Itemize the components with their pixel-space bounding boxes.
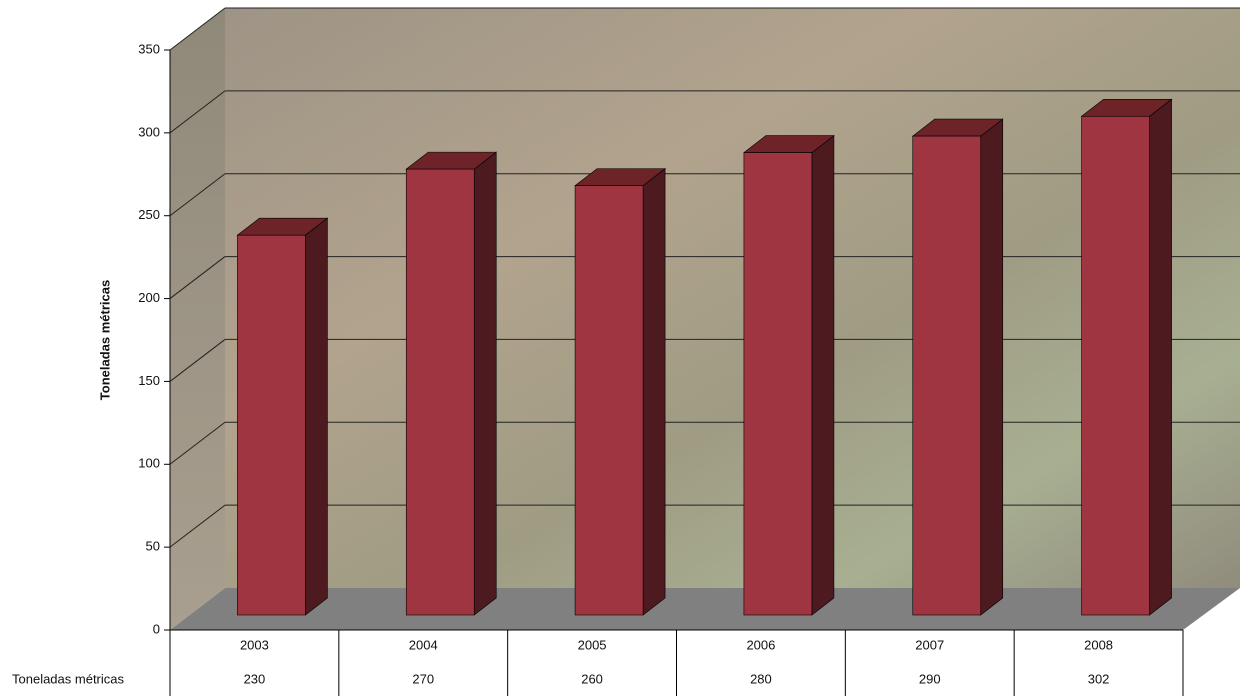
floor — [170, 588, 1240, 630]
bar — [405, 168, 475, 616]
y-tick-label: 100 — [138, 456, 160, 471]
grid-line — [169, 504, 226, 548]
grid-line — [169, 7, 226, 51]
bar — [237, 234, 306, 616]
y-tick-label: 200 — [138, 290, 160, 305]
bar — [574, 185, 644, 616]
y-tick-label: 350 — [138, 41, 160, 56]
table-value: 280 — [750, 671, 772, 686]
y-tick-label: 50 — [146, 539, 160, 554]
side-wall — [170, 8, 225, 630]
y-tick-label: 150 — [138, 373, 160, 388]
bar-side — [642, 168, 666, 616]
x-tick-label: 2003 — [240, 637, 269, 652]
table-value: 302 — [1088, 671, 1110, 686]
y-tick-label: 250 — [138, 207, 160, 222]
bar — [743, 152, 813, 616]
x-tick-label: 2005 — [578, 637, 607, 652]
grid-line — [169, 173, 226, 217]
grid-line — [169, 421, 226, 465]
table-value: 270 — [412, 671, 434, 686]
bar-side — [811, 134, 835, 616]
bar — [912, 135, 982, 616]
y-tick-label: 300 — [138, 124, 160, 139]
y-axis-title: Toneladas métricas — [97, 280, 112, 400]
y-tick-label: 0 — [153, 621, 160, 636]
bar — [1081, 115, 1150, 616]
x-tick-label: 2007 — [915, 637, 944, 652]
grid-line — [169, 256, 226, 299]
table-value: 260 — [581, 671, 603, 686]
x-tick-label: 2008 — [1084, 637, 1113, 652]
x-tick-label: 2006 — [746, 637, 775, 652]
grid-line — [169, 90, 226, 134]
table-value: 290 — [919, 671, 941, 686]
bar-side — [305, 217, 328, 616]
bar-side — [980, 118, 1004, 616]
grid-line — [169, 339, 226, 382]
table-row-label: Toneladas métricas — [12, 671, 124, 686]
x-tick-label: 2004 — [409, 637, 438, 652]
bar-side — [473, 151, 497, 616]
bar-side — [1149, 98, 1172, 616]
table-value: 230 — [244, 671, 266, 686]
